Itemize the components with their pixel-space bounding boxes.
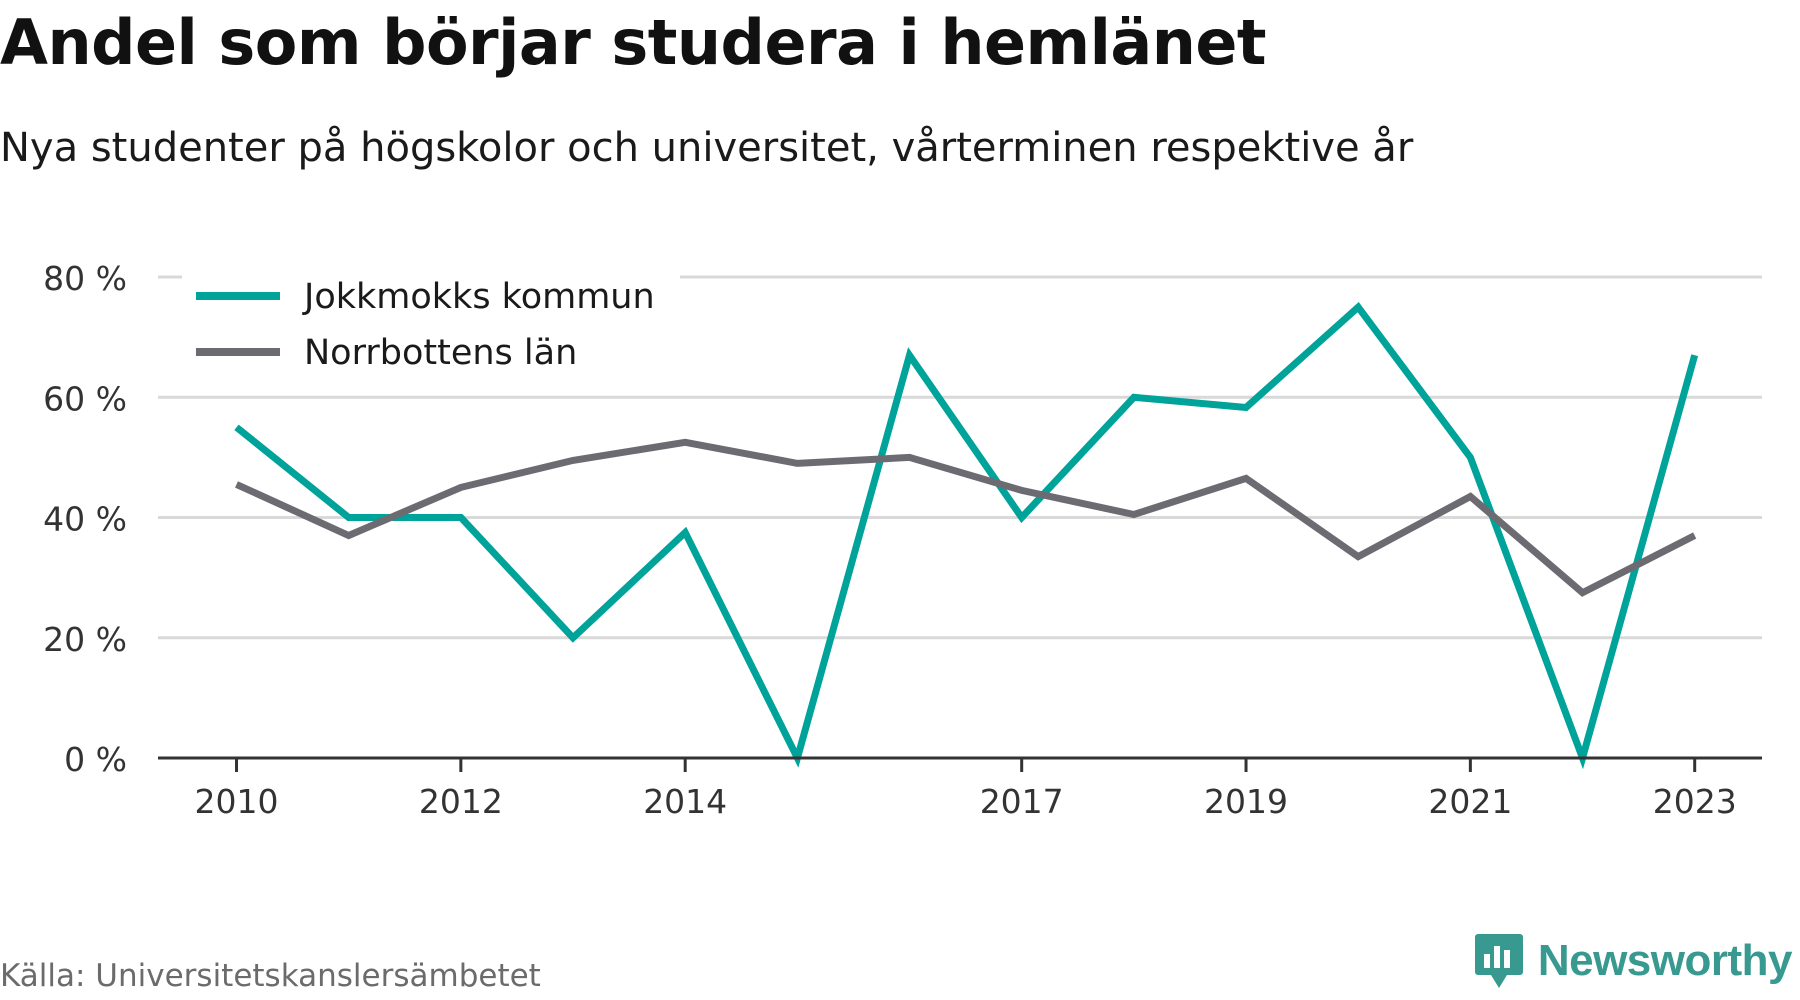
series-line-jokkmokk [234,301,1699,770]
y-tick-label: 80 % [43,259,127,298]
x-tick-label: 2019 [1204,782,1288,821]
bar-chart-badge-icon [1474,934,1523,988]
y-tick-label: 0 % [64,740,127,779]
x-tick-label: 2014 [643,782,727,821]
x-tick-label: 2017 [980,782,1064,821]
x-axis [158,756,1762,772]
brand-logo: Newsworthy [1474,932,1793,990]
y-axis-tick-labels: 0 % 20 % 40 % 60 % 80 % [43,259,127,779]
series-lines [234,301,1699,770]
x-tick-label: 2023 [1653,782,1737,821]
legend-label: Jokkmokks kommun [302,277,655,317]
x-axis-tick-labels: 2010 2012 2014 2017 2019 2021 2023 [195,782,1737,821]
y-tick-label: 20 % [43,620,127,659]
chart-title: Andel som börjar studera i hemlänet [0,6,1267,79]
x-tick-label: 2021 [1428,782,1512,821]
brand-name: Newsworthy [1537,936,1793,985]
y-tick-label: 40 % [43,500,127,539]
legend: Jokkmokks kommun Norrbottens län [182,268,680,378]
source-note: Källa: Universitetskanslersämbetet [0,958,541,994]
x-tick-label: 2010 [195,782,279,821]
chart-subtitle: Nya studenter på högskolor och universit… [0,125,1414,171]
series-line-norrbotten [235,438,1697,597]
x-tick-label: 2012 [419,782,503,821]
y-tick-label: 60 % [43,379,127,418]
legend-label: Norrbottens län [304,333,577,373]
legend-background [182,268,680,378]
